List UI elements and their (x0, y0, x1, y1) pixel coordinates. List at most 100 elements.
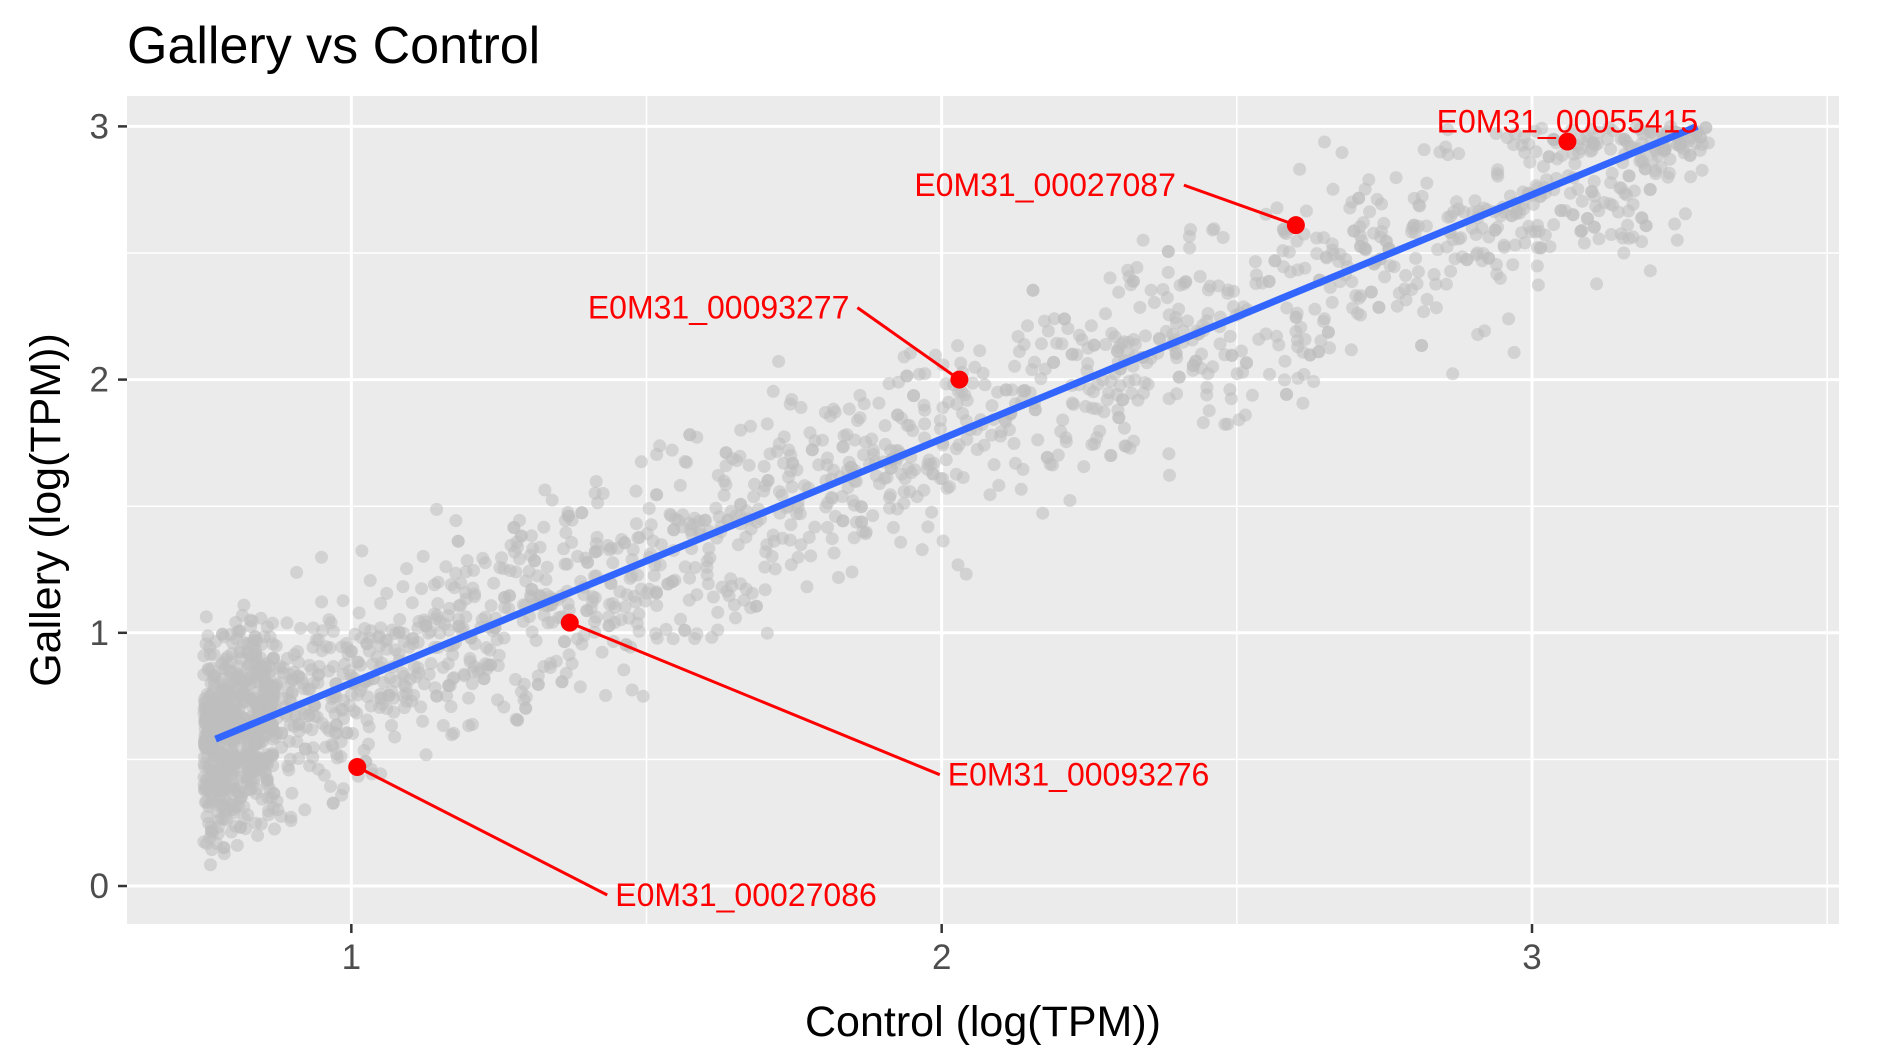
scatter-point (1223, 329, 1237, 343)
scatter-point (280, 616, 294, 630)
scatter-point (334, 750, 348, 764)
scatter-point (1622, 204, 1635, 218)
scatter-point (954, 356, 968, 370)
scatter-point (457, 667, 471, 681)
scatter-point (407, 660, 421, 674)
scatter-point (836, 440, 850, 453)
scatter-point (649, 586, 663, 600)
scatter-point (1488, 223, 1502, 237)
scatter-point (1268, 254, 1282, 268)
scatter-point (1038, 314, 1051, 328)
scatter-point (320, 721, 334, 735)
scatter-point (1452, 147, 1466, 161)
scatter-point (1439, 277, 1453, 291)
scatter-point (1299, 204, 1313, 218)
scatter-point (355, 544, 369, 558)
scatter-point (452, 619, 466, 633)
scatter-point (558, 635, 571, 649)
scatter-point (1604, 142, 1617, 156)
scatter-point (1678, 207, 1692, 221)
scatter-point (1277, 222, 1290, 236)
scatter-point (783, 397, 797, 411)
scatter-point (729, 611, 742, 625)
scatter-point (1429, 301, 1443, 315)
scatter-point (970, 443, 984, 456)
scatter-point (202, 800, 216, 814)
scatter-point (337, 694, 351, 707)
scatter-point (581, 555, 594, 569)
scatter-point (921, 520, 935, 534)
scatter-point (650, 488, 664, 502)
scatter-point (1008, 359, 1022, 373)
scatter-point (1317, 314, 1330, 328)
scatter-point (702, 542, 716, 555)
scatter-point (336, 594, 350, 608)
scatter-point (719, 446, 733, 460)
scatter-point (1172, 370, 1186, 384)
scatter-point (1323, 341, 1336, 355)
scatter-point (653, 558, 667, 572)
scatter-point (1181, 314, 1195, 328)
scatter-point (918, 367, 932, 381)
scatter-point (291, 670, 305, 684)
scatter-point (217, 841, 231, 855)
scatter-point (419, 619, 433, 633)
scatter-point (427, 607, 441, 621)
scatter-point (1415, 339, 1429, 352)
scatter-point (1489, 127, 1503, 140)
scatter-point (1427, 268, 1441, 281)
scatter-point (661, 577, 675, 591)
scatter-point (734, 423, 748, 437)
scatter-point (1102, 386, 1116, 400)
scatter-point (511, 540, 524, 554)
scatter-point (422, 667, 436, 681)
scatter-point (560, 557, 574, 571)
scatter-point (352, 606, 366, 620)
scatter-point (940, 481, 954, 495)
scatter-point (1183, 241, 1197, 255)
scatter-point (1584, 123, 1598, 137)
scatter-point (497, 562, 511, 576)
scatter-point (460, 554, 474, 568)
scatter-point (570, 632, 584, 646)
scatter-point (633, 530, 646, 544)
scatter-point (1221, 283, 1235, 297)
scatter-point (1604, 228, 1618, 241)
scatter-point (622, 611, 636, 625)
scatter-point (1586, 136, 1600, 149)
scatter-point (1161, 265, 1175, 279)
scatter-point (853, 411, 867, 425)
scatter-point (497, 631, 511, 645)
scatter-point (1163, 468, 1176, 482)
scatter-point (1518, 236, 1532, 250)
scatter-point (387, 705, 401, 719)
scatter-point (1671, 138, 1684, 152)
scatter-point (925, 505, 939, 519)
scatter-point (987, 458, 1001, 472)
scatter-point (1250, 268, 1263, 282)
scatter-point (227, 756, 241, 770)
scatter-point (1090, 431, 1104, 445)
scatter-point (354, 658, 367, 672)
scatter-point (575, 506, 589, 520)
scatter-point (1460, 253, 1474, 267)
scatter-point (439, 560, 453, 574)
scatter-point (601, 539, 615, 552)
scatter-point (883, 491, 896, 505)
scatter-point (406, 632, 420, 646)
axis-ticks: 1 2 3 0 1 2 3 (90, 107, 1542, 977)
scatter-point (901, 461, 915, 475)
scatter-point (878, 419, 892, 433)
scatter-point (606, 556, 620, 570)
scatter-point (225, 798, 239, 812)
scatter-point (329, 718, 343, 732)
scatter-point (629, 517, 643, 531)
scatter-point (1245, 388, 1259, 402)
scatter-point (775, 488, 789, 502)
scatter-point (1409, 251, 1423, 265)
scatter-point (430, 502, 444, 516)
scatter-point (1468, 194, 1482, 208)
scatter-point (298, 803, 312, 817)
scatter-point (248, 630, 262, 644)
scatter-point (640, 586, 654, 600)
